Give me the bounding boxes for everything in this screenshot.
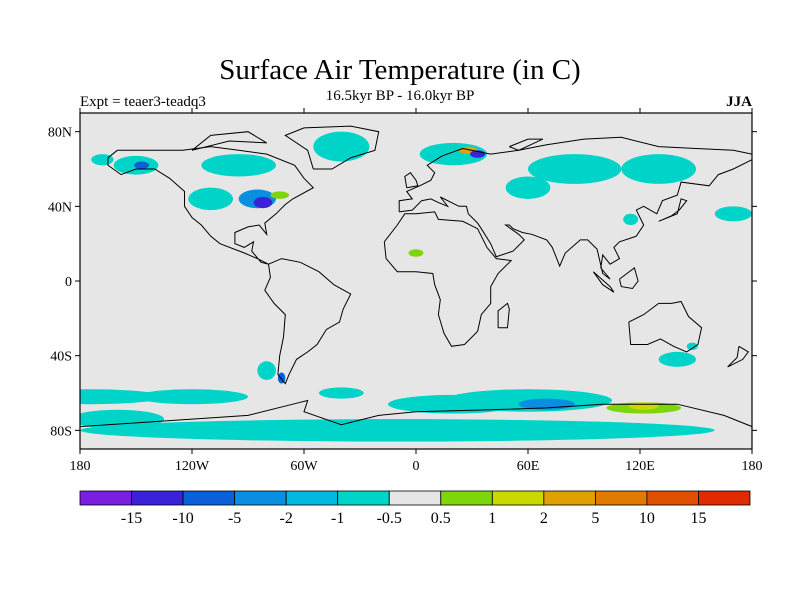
anomaly-patch <box>270 191 290 199</box>
coastline <box>509 138 544 151</box>
y-tick-label: 40N <box>48 200 72 215</box>
coastline <box>264 258 352 385</box>
coastline <box>497 302 510 329</box>
colorbar-swatch <box>79 490 132 506</box>
coastline <box>404 172 419 189</box>
anomaly-patch <box>80 409 164 429</box>
coastline <box>284 125 380 170</box>
colorbar-swatch <box>337 490 390 506</box>
colorbar-label: -15 <box>121 510 142 527</box>
x-tick-label: 180 <box>70 459 91 474</box>
x-tick-label: 120W <box>175 459 210 474</box>
anomaly-patch <box>318 387 364 399</box>
coastline <box>398 136 752 280</box>
colorbar-label: 15 <box>690 510 706 527</box>
x-tick-label: 0 <box>413 459 420 474</box>
colorbar-swatch <box>388 490 442 506</box>
colorbar-label: 2 <box>540 510 548 527</box>
colorbar-swatch <box>234 490 287 506</box>
colorbar: -15 -10 -5 -2 -1 -0.5 0.5 1 2 5 10 15 <box>79 490 751 527</box>
anomaly-patch <box>658 351 696 367</box>
y-tick-label: 0 <box>65 275 72 290</box>
colorbar-label: -0.5 <box>377 510 402 527</box>
colorbar-swatch <box>491 490 545 506</box>
coastline <box>658 198 688 222</box>
coastline <box>727 345 750 368</box>
colorbar-label: 5 <box>591 510 599 527</box>
colorbar-label: 1 <box>488 510 496 527</box>
colorbar-swatch <box>594 490 648 506</box>
colorbar-swatch <box>646 490 699 506</box>
page-title: Surface Air Temperature (in C) <box>219 54 581 86</box>
colorbar-swatch <box>698 490 751 506</box>
coastline <box>191 131 267 151</box>
season-label: JJA <box>726 94 752 110</box>
anomaly-patch <box>408 249 424 257</box>
anomaly-patch <box>313 131 370 162</box>
colorbar-label: 10 <box>639 510 655 527</box>
colorbar-swatch <box>182 490 236 506</box>
colorbar-label: 0.5 <box>431 510 451 527</box>
anomaly-patch <box>80 419 715 442</box>
x-tick-label: 60E <box>517 459 540 474</box>
colorbar-swatch <box>285 490 339 506</box>
anomaly-patch <box>714 206 752 222</box>
x-tick-label: 120E <box>625 459 655 474</box>
coastline <box>80 399 752 428</box>
coastline <box>619 267 639 290</box>
y-tick-label: 80N <box>48 126 72 141</box>
anomaly-patch <box>621 154 697 184</box>
anomaly-patch <box>257 361 276 380</box>
anomaly-patch <box>134 161 150 169</box>
colorbar-swatch <box>440 490 493 506</box>
coastline-layer <box>80 125 752 428</box>
coastline <box>107 146 315 265</box>
anomaly-patch <box>201 154 276 177</box>
coastline <box>383 211 513 347</box>
axis-ticks: 180 120W 60W 0 60E 120E 180 80N 40N 0 40S 80S <box>48 108 763 474</box>
anomaly-patch <box>686 342 698 351</box>
coastline <box>592 271 615 293</box>
y-tick-label: 40S <box>50 350 72 365</box>
experiment-label: Expt = teaer3-teadq3 <box>80 94 206 110</box>
colorbar-label: -5 <box>228 510 241 527</box>
anomaly-patch <box>505 176 551 199</box>
colorbar-label: -1 <box>331 510 344 527</box>
anomaly-patch <box>188 187 234 211</box>
anomaly-patch <box>623 213 639 225</box>
colorbar-label: -2 <box>279 510 292 527</box>
anomaly-patch <box>80 389 164 405</box>
anomaly-patch <box>628 402 659 410</box>
anomaly-patch <box>528 154 622 184</box>
colorbar-label: -10 <box>172 510 193 527</box>
colorbar-swatch <box>543 490 596 506</box>
anomaly-patch <box>253 197 273 209</box>
time-range-subtitle: 16.5kyr BP - 16.0kyr BP <box>325 88 475 104</box>
coastline <box>628 300 703 353</box>
x-tick-label: 60W <box>290 459 318 474</box>
x-tick-label: 180 <box>742 459 763 474</box>
colorbar-swatch <box>131 490 184 506</box>
y-tick-label: 80S <box>50 424 72 439</box>
anomaly-patch <box>136 389 248 405</box>
